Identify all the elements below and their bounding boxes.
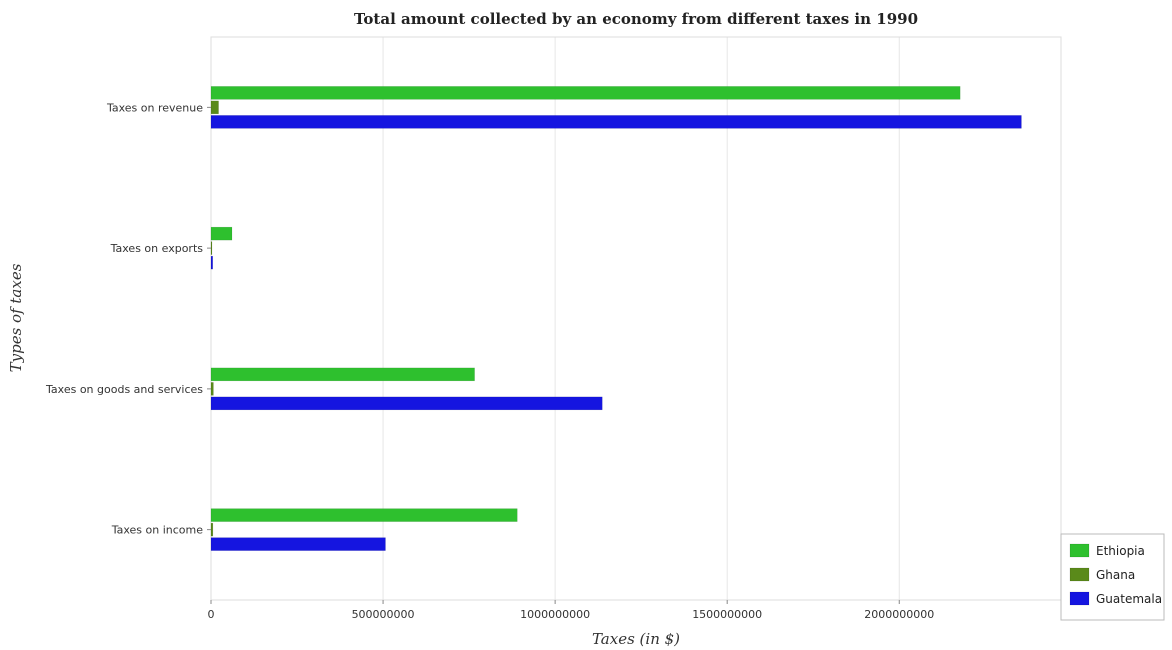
legend: Ethiopia Ghana Guatemala xyxy=(1060,533,1165,621)
bar-ghana-3 xyxy=(210,522,214,537)
legend-label-ethiopia: Ethiopia xyxy=(1096,544,1145,558)
x-axis-title: Taxes (in $) xyxy=(592,630,680,648)
bar-ethiopia-1 xyxy=(210,226,233,241)
bar-guatemala-2 xyxy=(210,396,603,411)
bar-ethiopia-2 xyxy=(210,367,475,382)
bars-layer xyxy=(210,86,1022,551)
legend-swatch-guatemala xyxy=(1069,591,1090,606)
y-axis-title: Types of taxes xyxy=(7,263,25,372)
legend-swatch-ghana xyxy=(1069,567,1090,582)
plot-area-frame xyxy=(210,36,1062,601)
x-tick-label: 2000000000 xyxy=(864,608,934,621)
y-category-label: Taxes on revenue xyxy=(106,101,203,114)
x-ticks: 0 500000000 1000000000 1500000000 2000000000 xyxy=(208,600,934,621)
bar-guatemala-3 xyxy=(210,537,386,551)
bar-ghana-1 xyxy=(210,241,213,255)
y-category-labels: Taxes on revenue Taxes on exports Taxes on… xyxy=(45,101,211,537)
x-tick-label: 1000000000 xyxy=(520,608,590,621)
bar-ghana-2 xyxy=(210,382,214,396)
y-category-label: Taxes on goods and services xyxy=(45,383,203,396)
legend-label-guatemala: Guatemala xyxy=(1096,592,1162,606)
y-category-label: Taxes on exports xyxy=(110,242,204,255)
y-category-label: Taxes on income xyxy=(111,524,204,537)
x-tick-label: 1500000000 xyxy=(692,608,762,621)
bar-ghana-0 xyxy=(210,100,219,115)
chart-title: Total amount collected by an economy fro… xyxy=(353,10,919,28)
legend-swatch-ethiopia xyxy=(1069,543,1090,558)
bar-ethiopia-3 xyxy=(210,508,518,522)
bar-guatemala-0 xyxy=(210,115,1022,129)
legend-label-ghana: Ghana xyxy=(1096,568,1135,582)
bar-guatemala-1 xyxy=(210,255,213,270)
bar-ethiopia-0 xyxy=(210,86,961,100)
x-tick-label: 500000000 xyxy=(352,608,415,621)
x-tick-label: 0 xyxy=(208,608,215,621)
